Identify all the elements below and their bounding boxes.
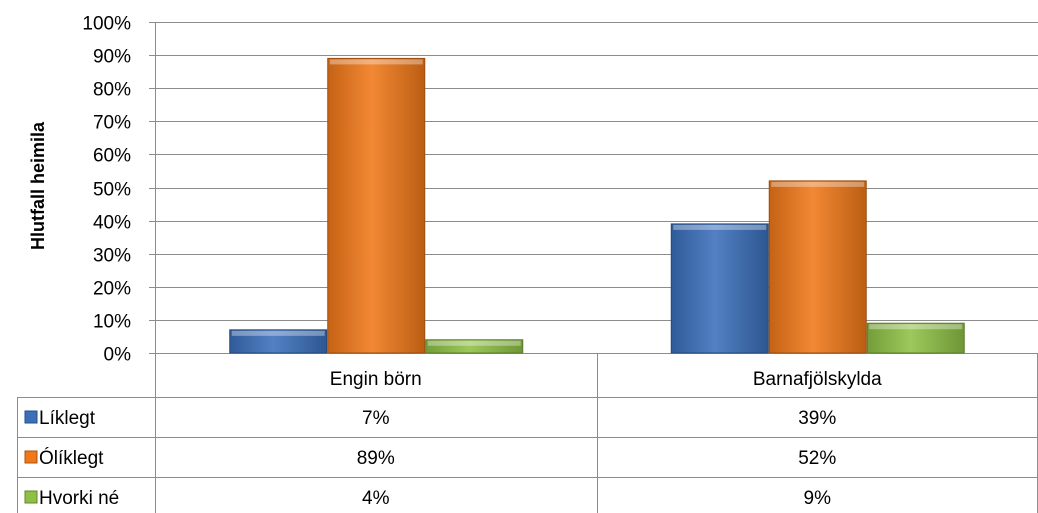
- data-table: Engin börn Barnafjölskylda Líklegt 7% 39% Ólí…: [17, 353, 1038, 513]
- legend-key: [24, 450, 38, 464]
- legend-key: [24, 490, 38, 504]
- bar-highlight: [427, 340, 521, 346]
- bar-highlight: [329, 59, 423, 65]
- category-label: Barnafjölskylda: [753, 369, 882, 390]
- bar: [768, 180, 867, 354]
- bar-highlight: [231, 330, 325, 336]
- bars: [229, 57, 965, 354]
- bar-highlight: [771, 181, 865, 187]
- y-tick-label: 90%: [93, 47, 131, 68]
- legend-label: Líklegt: [39, 408, 96, 429]
- bar: [229, 329, 328, 354]
- y-tick-label: 10%: [93, 312, 131, 333]
- legend-key: [24, 410, 38, 424]
- bar: [866, 322, 965, 354]
- data-label: 39%: [798, 408, 836, 429]
- legend-label: Hvorki né: [39, 488, 119, 509]
- bar-highlight: [673, 224, 767, 230]
- legend-label: Ólíklegt: [39, 447, 104, 469]
- y-tick-label: 30%: [93, 246, 131, 267]
- y-tick-label: 50%: [93, 180, 131, 201]
- y-tick-label: 80%: [93, 80, 131, 101]
- data-label: 52%: [798, 448, 836, 469]
- data-label: 4%: [362, 488, 390, 509]
- y-tick-label: 0%: [104, 345, 132, 366]
- y-tick-label: 60%: [93, 146, 131, 167]
- y-tick-label: 40%: [93, 213, 131, 234]
- bar: [670, 223, 769, 354]
- y-axis-title: Hlutfall heimila: [28, 121, 48, 250]
- category-label: Engin börn: [330, 369, 422, 390]
- y-tick-label: 20%: [93, 279, 131, 300]
- bar-highlight: [869, 324, 963, 330]
- data-label: 89%: [357, 448, 395, 469]
- bar: [425, 339, 524, 354]
- y-tick-label: 100%: [82, 14, 131, 35]
- gridlines: [155, 22, 1038, 354]
- data-label: 7%: [362, 408, 390, 429]
- y-tick-label: 70%: [93, 113, 131, 134]
- y-axis: 0% 10% 20% 30% 40% 50% 60% 70% 80% 90% 100%: [82, 14, 156, 366]
- bar: [327, 57, 426, 354]
- data-label: 9%: [804, 488, 832, 509]
